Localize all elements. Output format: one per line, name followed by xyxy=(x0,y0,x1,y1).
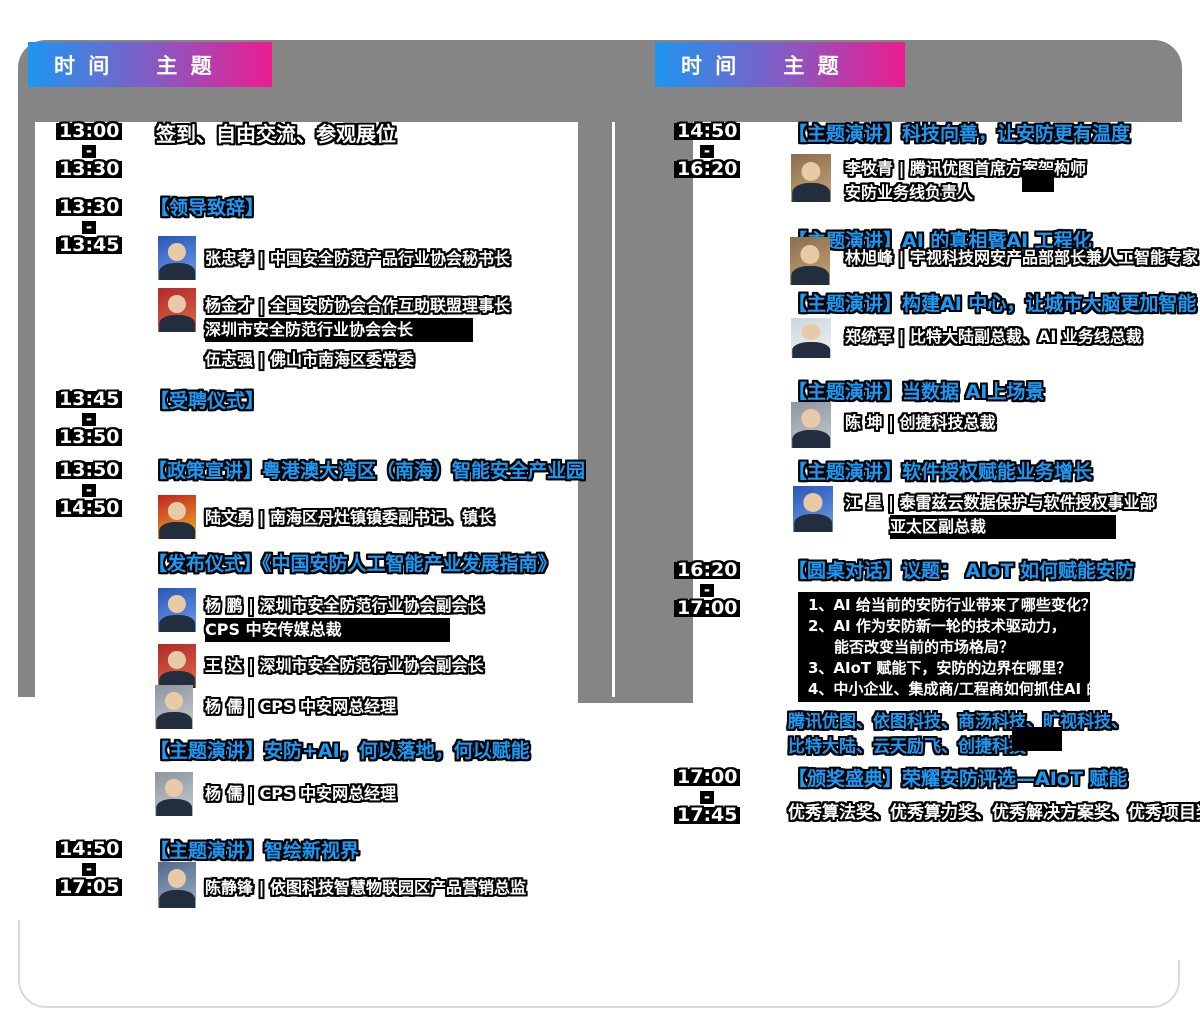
section-title: 【主题演讲】当数据 AI上场景 xyxy=(788,381,1045,403)
speaker-photo xyxy=(791,402,831,448)
time-slot: 14:50 - 17:05 xyxy=(56,840,123,897)
time-slot: 17:00 - 17:45 xyxy=(674,768,741,825)
redaction-block xyxy=(1012,727,1062,751)
speaker-lines: 杨 鹏 | 深圳市安全防范行业协会副会长 CPS 中安传媒总裁 xyxy=(205,594,484,642)
speaker-line: 王 达 | 深圳市安全防范行业协会副会长 xyxy=(205,656,484,675)
right-header-bar: 时 间 主 题 xyxy=(655,42,905,87)
speaker-line: 张忠孝 | 中国安全防范产品行业协会秘书长 xyxy=(205,249,510,268)
time-slot: 16:20 - 17:00 xyxy=(674,561,741,618)
speaker-line: 陈静锋 | 依图科技智慧物联园区产品营销总监 xyxy=(205,878,526,897)
speaker-line: 陆文勇 | 南海区丹灶镇镇委副书记、镇长 xyxy=(205,508,494,527)
speaker-photo xyxy=(158,862,196,908)
section-title: 【主题演讲】构建AI 中心，让城市大脑更加智能 xyxy=(788,293,1197,315)
speaker-photo xyxy=(790,237,830,285)
speaker-lines: 杨金才 | 全国安防协会合作互助联盟理事长 深圳市安全防范行业协会会长 xyxy=(205,294,510,342)
section-title: 【颁奖盛典】荣耀安防评选—AIoT 赋能 xyxy=(788,768,1128,790)
speaker-line: 陈 坤 | 创捷科技总裁 xyxy=(845,413,996,432)
right-topic-header: 主 题 xyxy=(783,53,842,78)
speaker-photo xyxy=(793,486,833,532)
section-title: 【受聘仪式】 xyxy=(150,390,265,412)
roundtable-question: 2、AI 作为安防新一轮的技术驱动力， xyxy=(808,617,1066,635)
section-title: 【主题演讲】智绘新视界 xyxy=(150,840,360,862)
roundtable-question: 能否改变当前的市场格局？ xyxy=(834,638,1015,656)
section-title: 【圆桌对话】议题： AIoT 如何赋能安防 xyxy=(788,560,1135,582)
roundtable-questions-panel: 1、AI 给当前的安防行业带来了哪些变化？ 2、AI 作为安防新一轮的技术驱动力… xyxy=(798,592,1147,702)
time-slot: 14:50 - 16:20 xyxy=(674,122,741,179)
speaker-photo xyxy=(158,588,196,632)
speaker-line: 杨 儒 | CPS 中安网总经理 xyxy=(205,784,397,803)
right-time-header: 时 间 xyxy=(681,53,740,78)
speaker-photo xyxy=(791,154,831,202)
roundtable-question: 3、AIoT 赋能下，安防的边界在哪里？ xyxy=(808,659,1072,677)
time-slot: 13:45 - 13:50 xyxy=(56,390,123,447)
column-divider-line xyxy=(612,122,615,697)
speaker-lines: 江 星 | 泰雷兹云数据保护与软件授权事业部 亚太区副总裁 xyxy=(845,491,1156,539)
left-column-panel xyxy=(18,122,578,920)
roundtable-panelists: 腾讯优图、依图科技、商汤科技、旷视科技、 xyxy=(788,712,1128,732)
time-slot: 13:30 - 13:45 xyxy=(56,198,123,255)
left-gray-strip xyxy=(18,122,35,697)
award-list: 优秀算法奖、优秀算力奖、优秀解决方案奖、优秀项目奖 xyxy=(788,803,1200,823)
left-time-header: 时 间 xyxy=(54,53,113,78)
time-slot: 13:00 - 13:30 xyxy=(56,122,123,179)
speaker-line: 杨 儒 | CPS 中安网总经理 xyxy=(205,697,397,716)
speaker-photo xyxy=(158,495,196,539)
section-title: 【主题演讲】科技向善，让安防更有温度 xyxy=(788,123,1131,145)
column-divider-band xyxy=(578,122,693,703)
roundtable-panelists: 比特大陆、云天励飞、创捷科技 xyxy=(788,737,1026,757)
section-title: 【主题演讲】安防+AI，何以落地，何以赋能 xyxy=(150,740,530,762)
roundtable-question: 4、中小企业、集成商/工程商如何抓住AI 的机遇？ xyxy=(808,680,1147,698)
right-column-panel xyxy=(693,122,1182,960)
speaker-photo xyxy=(158,644,196,688)
speaker-photo xyxy=(155,685,193,729)
speaker-line: 郑统军 | 比特大陆副总裁、AI 业务线总裁 xyxy=(845,327,1142,346)
section-title: 【领导致辞】 xyxy=(150,197,265,219)
section-title: 【发布仪式】《中国安防人工智能产业发展指南》 xyxy=(148,553,557,575)
roundtable-question: 1、AI 给当前的安防行业带来了哪些变化？ xyxy=(808,596,1096,614)
speaker-photo xyxy=(791,318,831,358)
speaker-line: 林旭峰 | 宇视科技网安产品部部长兼人工智能专家 xyxy=(845,248,1198,267)
left-header-bar: 时 间 主 题 xyxy=(28,42,272,87)
section-title: 【主题演讲】AI 的真相暨AI 工程化 xyxy=(788,230,1092,252)
speaker-photo xyxy=(158,236,196,280)
left-topic-header: 主 题 xyxy=(156,53,215,78)
redaction-block xyxy=(1022,170,1054,192)
time-slot: 13:50 - 14:50 xyxy=(56,461,123,518)
speaker-photo xyxy=(155,772,193,816)
speaker-photo xyxy=(158,288,196,332)
section-title: 【主题演讲】软件授权赋能业务增长 xyxy=(788,461,1093,483)
section-title: 【政策宣讲】粤港澳大湾区（南海）智能安全产业园 xyxy=(148,460,586,482)
speaker-line: 伍志强 | 佛山市南海区委常委 xyxy=(205,350,414,369)
agenda-topic: 签到、自由交流、参观展位 xyxy=(156,122,396,146)
